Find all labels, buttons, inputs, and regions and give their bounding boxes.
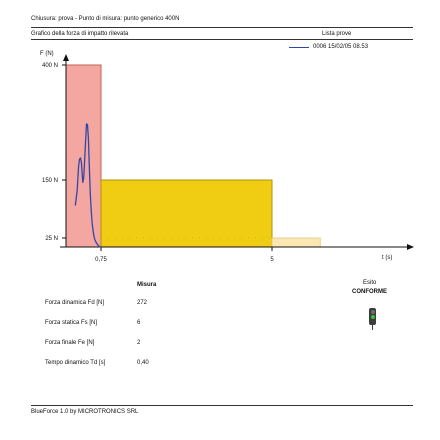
measure-label-fd: Forza dinamica Fd [N] (45, 300, 105, 306)
footer-divider (31, 405, 413, 406)
y-axis-arrow (63, 54, 69, 61)
legend-line-swatch (289, 47, 309, 48)
header-divider (31, 27, 413, 28)
x-tick-label: 0,75 (95, 257, 107, 263)
measure-value-fd: 272 (137, 300, 148, 306)
x-axis-label: t (s) (382, 255, 392, 261)
force-curve (74, 123, 102, 248)
measure-label-td: Tempo dinamico Td [s] (45, 360, 106, 366)
y-tick-label: 400 N (42, 63, 58, 69)
measure-column-header: Misura (137, 282, 157, 288)
legend-entry[interactable]: 0006 15/02/05 08.53 (313, 44, 369, 50)
traffic-light-green-icon (369, 308, 376, 330)
measure-value-fe: 2 (137, 340, 141, 346)
result-title: Esito (363, 280, 377, 286)
measure-label-fe: Forza finale Fe [N] (45, 340, 95, 346)
list-title: Lista prove (322, 31, 352, 37)
result-status: CONFORME (352, 289, 387, 295)
measure-value-fs: 6 (137, 320, 141, 326)
y-tick-label: 25 N (45, 236, 58, 242)
header-title: Chiusura: prova - Punto di misura: punto… (31, 16, 180, 22)
zone-static-150 (100, 179, 273, 248)
measure-value-td: 0,40 (137, 360, 149, 366)
caption-divider (31, 39, 413, 40)
footer-credit: BlueForce 1.0 by MICROTRONICS SRL (31, 409, 139, 415)
zone-dynamic-400 (65, 64, 102, 248)
measure-label-fs: Forza statica Fs [N] (45, 320, 98, 326)
chart-caption: Grafico della forza di impatto rilevata (31, 31, 129, 37)
zone-final-25 (271, 237, 321, 248)
y-axis-label: F (N) (40, 51, 54, 57)
x-axis-arrow (407, 244, 414, 250)
y-tick-label: 150 N (42, 178, 58, 184)
x-tick-label: 5 (270, 257, 274, 263)
